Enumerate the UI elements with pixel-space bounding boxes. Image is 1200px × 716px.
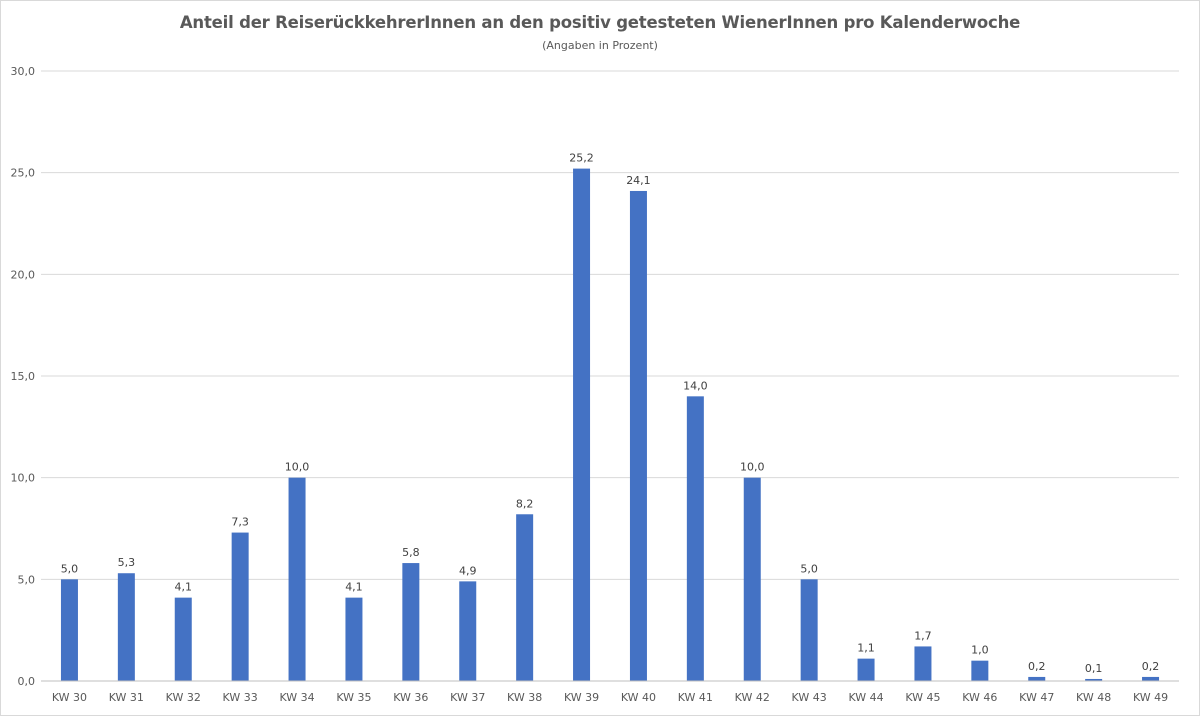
data-label: 1,1 — [857, 642, 875, 655]
data-label: 5,3 — [118, 556, 136, 569]
y-tick-label: 25,0 — [11, 167, 36, 180]
bar-kw-31 — [117, 573, 135, 681]
data-label: 4,1 — [345, 581, 363, 594]
x-category-label: KW 42 — [735, 691, 770, 704]
bar-kw-34 — [288, 477, 306, 681]
data-label: 7,3 — [231, 516, 249, 529]
bar-kw-47 — [1028, 676, 1046, 681]
x-category-label: KW 41 — [678, 691, 713, 704]
y-tick-label: 0,0 — [18, 675, 36, 688]
data-label: 1,7 — [914, 629, 932, 642]
data-label: 0,1 — [1085, 662, 1103, 675]
y-tick-label: 5,0 — [18, 573, 36, 586]
x-category-label: KW 47 — [1019, 691, 1054, 704]
bar-kw-32 — [174, 597, 192, 681]
bar-kw-46 — [971, 660, 989, 681]
bar-kw-30 — [60, 579, 78, 681]
x-category-label: KW 48 — [1076, 691, 1111, 704]
data-label: 25,2 — [569, 152, 594, 165]
bar-kw-39 — [573, 168, 591, 682]
x-category-label: KW 35 — [336, 691, 371, 704]
x-category-label: KW 49 — [1133, 691, 1168, 704]
x-category-label: KW 45 — [905, 691, 940, 704]
data-label: 5,8 — [402, 546, 420, 559]
x-category-label: KW 38 — [507, 691, 542, 704]
x-category-label: KW 36 — [393, 691, 428, 704]
x-category-label: KW 33 — [223, 691, 258, 704]
y-tick-label: 15,0 — [11, 370, 36, 383]
bar-kw-41 — [686, 396, 704, 681]
bar-kw-44 — [857, 658, 875, 681]
bar-kw-38 — [516, 514, 534, 681]
chart-subtitle: (Angaben in Prozent) — [542, 39, 658, 52]
x-category-label: KW 46 — [962, 691, 997, 704]
x-category-label: KW 30 — [52, 691, 87, 704]
bar-kw-45 — [914, 646, 932, 681]
x-category-label: KW 39 — [564, 691, 599, 704]
bar-kw-43 — [800, 579, 818, 681]
x-category-label: KW 31 — [109, 691, 144, 704]
data-label: 14,0 — [683, 379, 708, 392]
bar-kw-42 — [743, 477, 761, 681]
bar-kw-33 — [231, 532, 249, 681]
data-label: 4,9 — [459, 564, 477, 577]
data-label: 0,2 — [1028, 660, 1046, 673]
bar-kw-37 — [459, 581, 477, 681]
data-label: 8,2 — [516, 497, 534, 510]
bar-kw-40 — [629, 190, 647, 681]
data-label: 5,0 — [800, 562, 818, 575]
data-label: 0,2 — [1142, 660, 1160, 673]
bar-kw-36 — [402, 563, 420, 681]
y-tick-label: 20,0 — [11, 268, 36, 281]
bar-kw-48 — [1085, 678, 1103, 681]
y-tick-label: 10,0 — [11, 472, 36, 485]
data-label: 10,0 — [740, 461, 765, 474]
data-label: 24,1 — [626, 174, 651, 187]
data-label: 1,0 — [971, 644, 989, 657]
y-tick-label: 30,0 — [11, 65, 36, 78]
x-category-label: KW 44 — [848, 691, 883, 704]
x-category-label: KW 37 — [450, 691, 485, 704]
x-category-label: KW 43 — [792, 691, 827, 704]
chart-title: Anteil der ReiserückkehrerInnen an den p… — [179, 13, 1021, 32]
x-category-label: KW 34 — [279, 691, 314, 704]
x-category-label: KW 40 — [621, 691, 656, 704]
bar-kw-35 — [345, 597, 363, 681]
data-label: 4,1 — [175, 581, 193, 594]
x-category-label: KW 32 — [166, 691, 201, 704]
bar-kw-49 — [1142, 676, 1160, 681]
data-label: 10,0 — [285, 461, 310, 474]
data-label: 5,0 — [61, 562, 79, 575]
